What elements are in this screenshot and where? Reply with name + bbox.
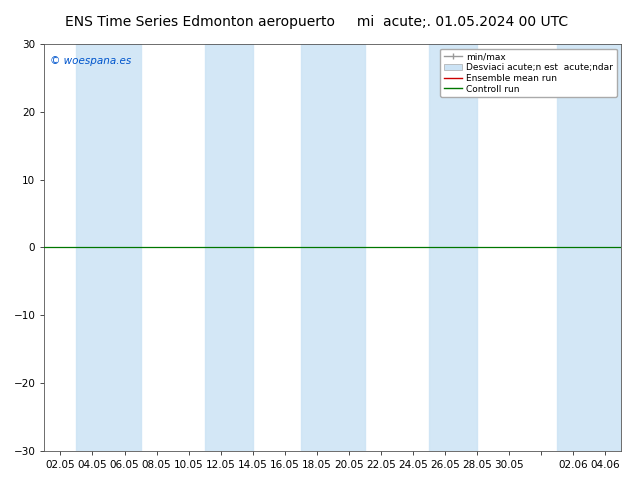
Legend: min/max, Desviaci acute;n est  acute;ndar, Ensemble mean run, Controll run: min/max, Desviaci acute;n est acute;ndar… xyxy=(440,49,617,97)
Text: © woespana.es: © woespana.es xyxy=(50,56,131,66)
Bar xyxy=(77,44,141,451)
Bar xyxy=(301,44,365,451)
Text: ENS Time Series Edmonton aeropuerto     mi  acute;. 01.05.2024 00 UTC: ENS Time Series Edmonton aeropuerto mi a… xyxy=(65,15,569,29)
Bar xyxy=(429,44,477,451)
Bar xyxy=(205,44,253,451)
Bar xyxy=(557,44,621,451)
